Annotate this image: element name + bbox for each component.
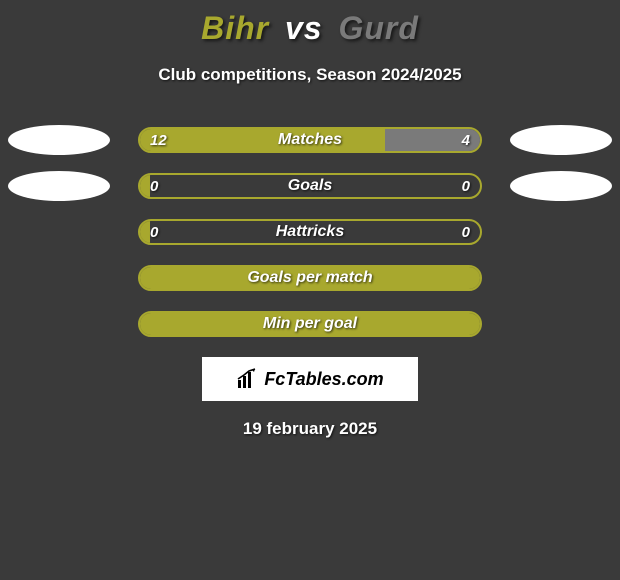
stat-bar: 12 Matches 4 bbox=[138, 127, 482, 153]
player1-badge bbox=[8, 171, 110, 201]
player2-badge bbox=[510, 171, 612, 201]
stat-label: Goals bbox=[140, 175, 480, 197]
site-label: FcTables.com bbox=[264, 369, 383, 390]
stat-value-right: 0 bbox=[452, 175, 480, 197]
date-text: 19 february 2025 bbox=[0, 419, 620, 439]
player1-badge bbox=[8, 125, 110, 155]
stat-label: Min per goal bbox=[140, 313, 480, 335]
stat-bar: Goals per match bbox=[138, 265, 482, 291]
player2-badge bbox=[510, 125, 612, 155]
player2-name: Gurd bbox=[338, 10, 418, 46]
stats-rows: 12 Matches 4 0 Goals 0 0 Hattricks 0 bbox=[0, 127, 620, 337]
page-title: Bihr vs Gurd bbox=[0, 0, 620, 47]
stat-label: Hattricks bbox=[140, 221, 480, 243]
stat-row-hattricks: 0 Hattricks 0 bbox=[0, 219, 620, 245]
stat-row-min-per-goal: Min per goal bbox=[0, 311, 620, 337]
stat-bar: Min per goal bbox=[138, 311, 482, 337]
vs-text: vs bbox=[285, 10, 323, 46]
stat-label: Matches bbox=[140, 129, 480, 151]
stat-bar: 0 Hattricks 0 bbox=[138, 219, 482, 245]
stat-row-goals: 0 Goals 0 bbox=[0, 173, 620, 199]
stat-value-right: 0 bbox=[452, 221, 480, 243]
chart-icon bbox=[236, 368, 258, 390]
stat-bar: 0 Goals 0 bbox=[138, 173, 482, 199]
site-badge[interactable]: FcTables.com bbox=[202, 357, 418, 401]
stat-row-matches: 12 Matches 4 bbox=[0, 127, 620, 153]
subtitle: Club competitions, Season 2024/2025 bbox=[0, 65, 620, 85]
stat-label: Goals per match bbox=[140, 267, 480, 289]
stat-row-goals-per-match: Goals per match bbox=[0, 265, 620, 291]
player1-name: Bihr bbox=[201, 10, 269, 46]
stat-value-right: 4 bbox=[452, 129, 480, 151]
